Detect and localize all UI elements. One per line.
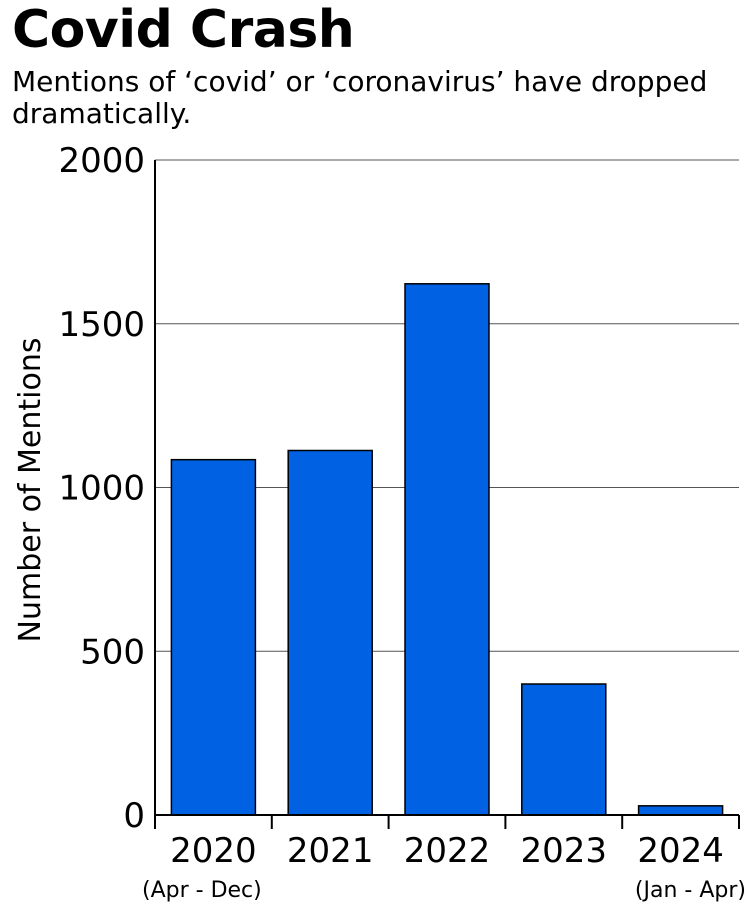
y-tick-label: 1000 bbox=[58, 469, 145, 509]
axes bbox=[154, 160, 740, 829]
chart-subtitle: Mentions of ‘covid’ or ‘coronavirus’ hav… bbox=[12, 65, 708, 130]
y-tick-label: 1500 bbox=[58, 305, 145, 345]
chart-title: Covid Crash bbox=[12, 0, 355, 60]
bar-2023 bbox=[521, 683, 607, 816]
x-tick-sublabel: (Jan - Apr) bbox=[635, 878, 746, 903]
bar-2024 bbox=[637, 805, 724, 816]
x-tick-sublabel: (Apr - Dec) bbox=[142, 878, 262, 903]
bar-2022 bbox=[404, 283, 490, 816]
x-tick-labels: 2020 (Apr - Dec) 2021 2022 2023 2024 (Jan - Ap… bbox=[142, 831, 746, 903]
y-tick-labels: 0 500 1000 1500 2000 bbox=[58, 141, 145, 836]
y-tick-label: 500 bbox=[80, 632, 145, 672]
bars bbox=[170, 283, 724, 816]
y-axis-title: Number of Mentions bbox=[13, 338, 48, 643]
x-tick-label: 2024 bbox=[637, 831, 724, 871]
x-tick-label: 2021 bbox=[287, 831, 374, 871]
bar-2021 bbox=[287, 449, 373, 816]
y-tick-label: 0 bbox=[123, 796, 145, 836]
x-tick-label: 2020 bbox=[170, 831, 257, 871]
bar-2020 bbox=[170, 458, 257, 816]
y-tick-label: 2000 bbox=[58, 141, 145, 181]
x-tick-label: 2023 bbox=[521, 831, 608, 871]
x-tick-label: 2022 bbox=[404, 831, 491, 871]
